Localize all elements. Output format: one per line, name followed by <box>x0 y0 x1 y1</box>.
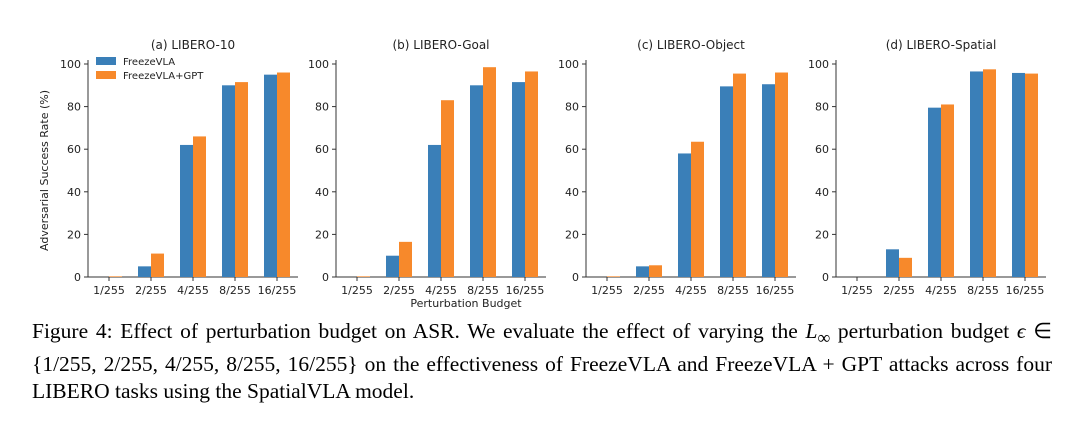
y-tick-label: 40 <box>315 186 329 199</box>
x-tick-label: 2/255 <box>383 284 415 297</box>
legend-swatch-1 <box>96 71 116 79</box>
bar-freezevla-gpt <box>235 82 248 277</box>
bar-freezevla-gpt <box>483 67 496 277</box>
bar-freezevla <box>386 255 399 277</box>
bar-freezevla-gpt <box>399 241 412 277</box>
caption-math-sub: ∞ <box>817 327 831 348</box>
y-tick-label: 0 <box>322 271 329 284</box>
x-tick-label: 16/255 <box>756 284 795 297</box>
bar-freezevla-gpt <box>941 104 954 277</box>
y-tick-label: 20 <box>315 228 329 241</box>
x-tick-label: 16/255 <box>506 284 545 297</box>
bar-freezevla-gpt <box>649 265 662 277</box>
panel-title-2: (c) LIBERO-Object <box>637 38 745 52</box>
bar-freezevla-gpt <box>109 276 122 277</box>
y-tick-label: 80 <box>315 101 329 114</box>
x-tick-label: 1/255 <box>93 284 125 297</box>
bar-freezevla-gpt <box>775 72 788 278</box>
y-tick-label: 80 <box>565 101 579 114</box>
x-tick-label: 8/255 <box>219 284 251 297</box>
bar-freezevla-gpt <box>277 72 290 278</box>
bar-freezevla-gpt <box>983 69 996 277</box>
caption-math-set: ∈ {1/255, 2/255, 4/255, 8/255, 16/255} <box>32 319 1053 377</box>
bar-freezevla-gpt <box>899 257 912 277</box>
caption-math-norm: L <box>805 319 818 343</box>
panel-title-1: (b) LIBERO-Goal <box>392 38 489 52</box>
bar-freezevla-gpt <box>441 100 454 278</box>
y-tick-label: 40 <box>815 186 829 199</box>
bar-freezevla <box>428 144 441 277</box>
y-tick-label: 60 <box>67 143 81 156</box>
caption-math-eps: ϵ <box>1016 319 1026 343</box>
y-tick-label: 100 <box>558 58 579 71</box>
bar-freezevla <box>678 153 691 277</box>
y-tick-label: 20 <box>565 228 579 241</box>
x-tick-label: 16/255 <box>1006 284 1045 297</box>
y-tick-label: 100 <box>60 58 81 71</box>
x-tick-label: 4/255 <box>675 284 707 297</box>
x-tick-label: 16/255 <box>258 284 297 297</box>
bar-freezevla <box>180 144 193 277</box>
caption-text-1: Effect of perturbation budget on ASR. We… <box>120 319 798 343</box>
bar-freezevla <box>636 266 649 277</box>
bar-freezevla <box>138 266 151 277</box>
panel-title-0: (a) LIBERO-10 <box>151 38 235 52</box>
y-tick-label: 0 <box>572 271 579 284</box>
x-tick-label: 1/255 <box>591 284 623 297</box>
caption-text-3: on the effectiveness of FreezeVLA and Fr… <box>32 352 1053 404</box>
x-tick-label: 1/255 <box>341 284 373 297</box>
x-tick-label: 4/255 <box>425 284 457 297</box>
bar-freezevla-gpt <box>607 276 620 277</box>
bar-freezevla-gpt <box>357 276 370 277</box>
y-tick-label: 40 <box>67 186 81 199</box>
bar-freezevla <box>222 85 235 277</box>
bar-freezevla-gpt <box>733 73 746 278</box>
bar-freezevla-gpt <box>1025 73 1038 278</box>
x-tick-label: 1/255 <box>841 284 873 297</box>
figure-caption: Figure 4: Effect of perturbation budget … <box>32 318 1052 405</box>
bar-freezevla <box>928 107 941 277</box>
legend-label-1: FreezeVLA+GPT <box>123 71 204 82</box>
legend-swatch-0 <box>96 57 116 65</box>
bar-freezevla-gpt <box>525 71 538 277</box>
y-tick-label: 0 <box>74 271 81 284</box>
y-tick-label: 80 <box>67 101 81 114</box>
bar-freezevla-gpt <box>691 141 704 277</box>
x-tick-label: 8/255 <box>967 284 999 297</box>
caption-label: Figure 4: <box>32 319 113 343</box>
bar-freezevla <box>886 249 899 277</box>
y-tick-label: 100 <box>808 58 829 71</box>
y-tick-label: 20 <box>67 228 81 241</box>
y-tick-label: 100 <box>308 58 329 71</box>
figure-4-bar-charts: (a) LIBERO-10 0 20 40 60 80 100 1/255 2/255 4/255… <box>38 38 1046 310</box>
bar-freezevla <box>264 74 277 278</box>
legend-label-0: FreezeVLA <box>123 57 175 68</box>
y-tick-label: 40 <box>565 186 579 199</box>
x-tick-label: 4/255 <box>925 284 957 297</box>
bar-freezevla <box>470 85 483 277</box>
x-tick-label: 8/255 <box>717 284 749 297</box>
bar-freezevla <box>1012 72 1025 277</box>
x-tick-label: 8/255 <box>467 284 499 297</box>
x-tick-label: 2/255 <box>633 284 665 297</box>
x-tick-label: 4/255 <box>177 284 209 297</box>
y-tick-label: 0 <box>822 271 829 284</box>
y-tick-label: 60 <box>815 143 829 156</box>
x-axis-title: Perturbation Budget <box>410 297 522 310</box>
x-tick-label: 2/255 <box>135 284 167 297</box>
x-tick-label: 2/255 <box>883 284 915 297</box>
bar-freezevla-gpt <box>193 136 206 277</box>
bar-freezevla <box>512 82 525 277</box>
bar-freezevla-gpt <box>151 253 164 277</box>
panel-title-3: (d) LIBERO-Spatial <box>886 38 997 52</box>
bar-freezevla <box>970 71 983 277</box>
y-axis-title: Adversarial Success Rate (%) <box>38 90 51 251</box>
y-tick-label: 60 <box>315 143 329 156</box>
y-tick-label: 20 <box>815 228 829 241</box>
y-tick-label: 60 <box>565 143 579 156</box>
caption-text-2: perturbation budget <box>837 319 1010 343</box>
bar-freezevla <box>720 86 733 278</box>
y-tick-label: 80 <box>815 101 829 114</box>
bar-freezevla <box>762 84 775 277</box>
